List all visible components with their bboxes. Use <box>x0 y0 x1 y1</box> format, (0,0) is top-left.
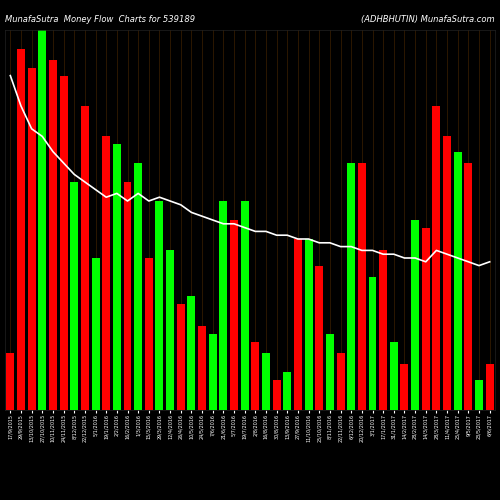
Bar <box>358 163 366 410</box>
Bar <box>28 68 36 410</box>
Bar <box>464 163 472 410</box>
Bar <box>422 228 430 410</box>
Bar <box>6 353 14 410</box>
Bar <box>315 266 323 410</box>
Bar <box>188 296 196 410</box>
Bar <box>49 60 57 410</box>
Bar <box>486 364 494 410</box>
Bar <box>390 342 398 410</box>
Bar <box>347 163 355 410</box>
Bar <box>411 220 419 410</box>
Bar <box>379 250 387 410</box>
Bar <box>220 201 228 410</box>
Bar <box>230 220 238 410</box>
Bar <box>240 201 248 410</box>
Bar <box>177 304 185 410</box>
Bar <box>166 250 174 410</box>
Bar <box>262 353 270 410</box>
Bar <box>326 334 334 410</box>
Bar <box>70 182 78 410</box>
Bar <box>284 372 292 410</box>
Bar <box>475 380 483 410</box>
Bar <box>17 49 25 410</box>
Bar <box>336 353 344 410</box>
Bar <box>134 163 142 410</box>
Bar <box>443 136 451 410</box>
Bar <box>60 76 68 410</box>
Bar <box>208 334 216 410</box>
Bar <box>198 326 206 410</box>
Bar <box>252 342 260 410</box>
Bar <box>454 152 462 410</box>
Bar <box>145 258 153 410</box>
Bar <box>102 136 110 410</box>
Text: (ADHBHUTIN) MunafaSutra.com: (ADHBHUTIN) MunafaSutra.com <box>362 15 495 24</box>
Bar <box>432 106 440 410</box>
Bar <box>272 380 280 410</box>
Bar <box>368 277 376 410</box>
Bar <box>92 258 100 410</box>
Bar <box>113 144 121 410</box>
Bar <box>304 239 312 410</box>
Text: MunafaSutra  Money Flow  Charts for 539189: MunafaSutra Money Flow Charts for 539189 <box>5 15 195 24</box>
Bar <box>400 364 408 410</box>
Bar <box>81 106 89 410</box>
Bar <box>156 201 164 410</box>
Bar <box>294 239 302 410</box>
Bar <box>124 182 132 410</box>
Bar <box>38 30 46 410</box>
